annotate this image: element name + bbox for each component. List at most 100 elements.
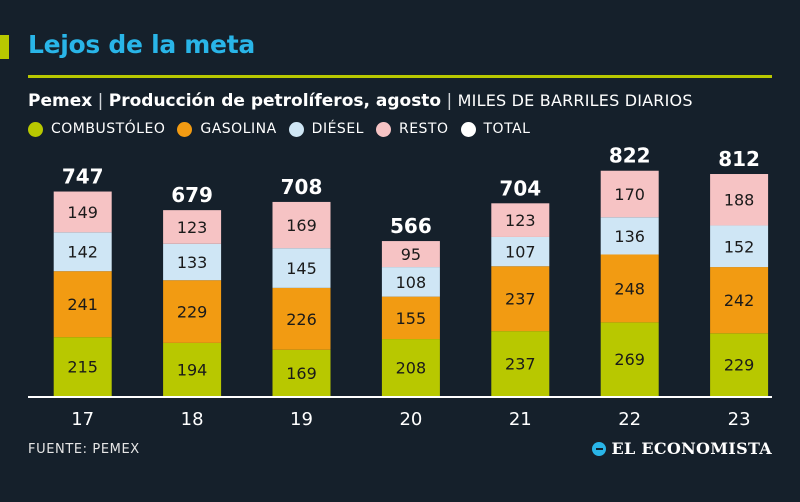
data-label-resto-17: 149 bbox=[67, 203, 98, 222]
bar-gasolina-21 bbox=[491, 266, 550, 332]
chart-subtitle: Pemex | Producción de petrolíferos, agos… bbox=[28, 91, 693, 111]
data-label-gasolina-20: 155 bbox=[396, 309, 427, 328]
x-tick-label-19: 19 bbox=[290, 409, 313, 430]
bar-diesel-23 bbox=[710, 225, 769, 268]
data-label-resto-19: 169 bbox=[286, 216, 317, 235]
subtitle-company: Pemex bbox=[28, 91, 93, 111]
data-label-combustoleo-22: 269 bbox=[614, 350, 645, 369]
bar-combustoleo-18 bbox=[163, 342, 222, 396]
bar-resto-21 bbox=[491, 203, 550, 237]
data-label-resto-23: 188 bbox=[724, 191, 755, 210]
bar-resto-20 bbox=[381, 241, 440, 268]
bar-diesel-19 bbox=[272, 248, 331, 288]
x-tick-label-22: 22 bbox=[618, 409, 641, 430]
data-label-gasolina-18: 229 bbox=[177, 303, 208, 322]
subtitle-separator-1: | bbox=[97, 91, 104, 111]
bar-gasolina-17 bbox=[53, 271, 112, 338]
x-tick-label-18: 18 bbox=[181, 409, 204, 430]
data-label-combustoleo-21: 237 bbox=[505, 355, 536, 374]
legend-label-combustoleo: COMBUSTÓLEO bbox=[51, 121, 166, 137]
subtitle-units: MILES DE BARRILES DIARIOS bbox=[457, 91, 693, 110]
bar-resto-18 bbox=[163, 210, 222, 244]
legend-swatch-resto bbox=[375, 121, 391, 137]
legend-item-combustoleo: COMBUSTÓLEO bbox=[28, 121, 165, 137]
bar-combustoleo-21 bbox=[491, 331, 550, 396]
data-label-gasolina-21: 237 bbox=[505, 290, 536, 309]
data-label-resto-18: 123 bbox=[177, 218, 208, 237]
legend-label-gasolina: GASOLINA bbox=[200, 121, 277, 137]
legend-label-total: TOTAL bbox=[483, 121, 531, 137]
total-label-22: 822 bbox=[609, 144, 651, 168]
legend-label-diesel: DIÉSEL bbox=[311, 121, 364, 137]
bar-combustoleo-20 bbox=[381, 339, 440, 396]
chart-legend: COMBUSTÓLEO GASOLINA DIÉSEL RESTO TOTAL bbox=[28, 121, 542, 137]
data-label-resto-21: 123 bbox=[505, 211, 536, 230]
data-label-gasolina-17: 241 bbox=[67, 295, 98, 314]
data-label-resto-20: 95 bbox=[401, 245, 421, 264]
bar-combustoleo-22 bbox=[600, 322, 659, 396]
legend-label-resto: RESTO bbox=[398, 121, 449, 137]
bar-resto-19 bbox=[272, 201, 331, 249]
bar-resto-23 bbox=[710, 174, 769, 226]
bar-combustoleo-23 bbox=[710, 333, 769, 396]
subtitle-title: Producción de petrolíferos, agosto bbox=[108, 91, 442, 111]
data-label-combustoleo-17: 215 bbox=[67, 358, 98, 377]
headline: Lejos de la meta bbox=[28, 30, 255, 59]
total-label-18: 679 bbox=[171, 183, 213, 207]
data-label-diesel-18: 133 bbox=[177, 253, 208, 272]
data-label-gasolina-19: 226 bbox=[286, 310, 317, 329]
bar-combustoleo-19 bbox=[272, 349, 331, 396]
data-label-diesel-23: 152 bbox=[724, 237, 755, 256]
bar-gasolina-22 bbox=[600, 254, 659, 323]
total-label-17: 747 bbox=[62, 165, 104, 189]
bar-resto-17 bbox=[53, 191, 112, 233]
x-tick-label-23: 23 bbox=[728, 409, 751, 430]
data-label-combustoleo-23: 229 bbox=[724, 356, 755, 375]
bar-resto-22 bbox=[600, 170, 659, 218]
legend-swatch-diesel bbox=[288, 121, 304, 137]
data-label-diesel-20: 108 bbox=[396, 273, 427, 292]
bar-gasolina-20 bbox=[381, 296, 440, 340]
bar-diesel-22 bbox=[600, 217, 659, 255]
subtitle-separator-2: | bbox=[446, 91, 453, 111]
data-label-gasolina-23: 242 bbox=[724, 291, 755, 310]
data-label-gasolina-22: 248 bbox=[614, 279, 645, 298]
source-note: FUENTE: PEMEX bbox=[28, 442, 140, 457]
total-label-23: 812 bbox=[718, 147, 760, 171]
data-label-diesel-17: 142 bbox=[67, 243, 98, 262]
data-label-resto-22: 170 bbox=[614, 185, 645, 204]
bar-diesel-21 bbox=[491, 236, 550, 267]
x-tick-label-21: 21 bbox=[509, 409, 532, 430]
legend-swatch-total bbox=[460, 121, 476, 137]
headline-rule bbox=[28, 75, 772, 78]
x-tick-label-17: 17 bbox=[71, 409, 94, 430]
bar-gasolina-18 bbox=[163, 280, 222, 343]
total-label-20: 566 bbox=[390, 214, 432, 238]
bar-gasolina-23 bbox=[710, 267, 769, 334]
data-label-diesel-21: 107 bbox=[505, 243, 536, 262]
data-label-diesel-22: 136 bbox=[614, 227, 645, 246]
bar-gasolina-19 bbox=[272, 287, 331, 350]
brand-logo: EL ECONOMISTA bbox=[592, 439, 772, 458]
bar-diesel-20 bbox=[381, 267, 440, 297]
legend-item-gasolina: GASOLINA bbox=[177, 121, 276, 137]
legend-swatch-gasolina bbox=[177, 121, 193, 137]
legend-item-diesel: DIÉSEL bbox=[288, 121, 364, 137]
bar-diesel-18 bbox=[163, 243, 222, 281]
x-tick-label-20: 20 bbox=[399, 409, 422, 430]
headline-accent bbox=[0, 35, 9, 59]
brand-name: EL ECONOMISTA bbox=[611, 439, 772, 458]
brand-globe-icon bbox=[592, 441, 607, 456]
total-label-19: 708 bbox=[281, 175, 323, 199]
bar-diesel-17 bbox=[53, 232, 112, 272]
data-label-combustoleo-18: 194 bbox=[177, 360, 208, 379]
data-label-combustoleo-20: 208 bbox=[396, 359, 427, 378]
legend-swatch-combustoleo bbox=[28, 121, 43, 137]
legend-item-total: TOTAL bbox=[460, 121, 531, 137]
total-label-21: 704 bbox=[499, 176, 541, 200]
bar-combustoleo-17 bbox=[53, 337, 112, 396]
legend-item-resto: RESTO bbox=[375, 121, 449, 137]
data-label-combustoleo-19: 169 bbox=[286, 364, 317, 383]
data-label-diesel-19: 145 bbox=[286, 259, 317, 278]
